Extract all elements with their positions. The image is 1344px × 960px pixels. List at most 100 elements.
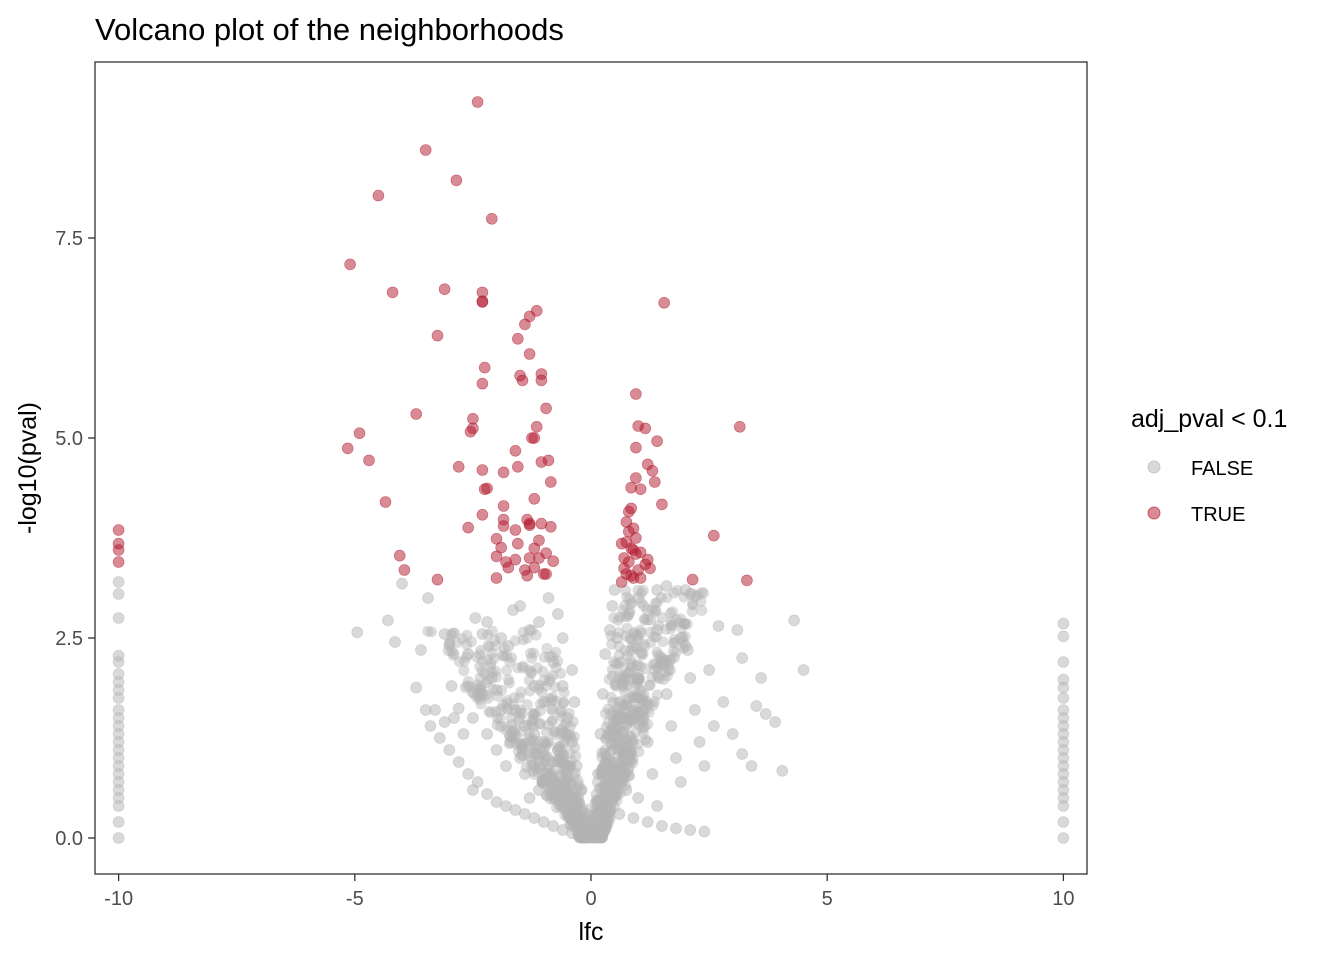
data-point-false	[602, 814, 614, 826]
data-point-false	[515, 737, 527, 749]
data-point-false	[612, 658, 624, 670]
data-point-false	[606, 782, 618, 793]
data-point-false	[633, 692, 645, 704]
data-point-false	[550, 646, 562, 658]
data-point-false	[504, 656, 516, 668]
data-point-false	[476, 655, 488, 667]
data-point-false	[491, 719, 503, 731]
data-point-false	[590, 788, 602, 800]
data-point-false	[565, 788, 576, 800]
data-point-false	[663, 664, 675, 676]
data-point-true	[540, 568, 552, 580]
data-point-false	[624, 593, 635, 605]
data-point-false	[588, 828, 600, 840]
data-point-false	[575, 784, 588, 796]
data-point-false	[612, 785, 624, 797]
data-point-false	[544, 782, 556, 794]
data-point-false	[612, 743, 624, 755]
data-point-false	[528, 647, 539, 659]
data-point-false	[591, 822, 603, 834]
data-point-true	[476, 296, 489, 308]
data-point-false	[476, 665, 488, 677]
data-point-true	[476, 464, 489, 476]
data-point-false	[611, 794, 623, 806]
data-point-false	[561, 802, 573, 814]
data-point-false	[661, 670, 673, 682]
data-point-false	[525, 647, 536, 659]
data-point-false	[509, 704, 522, 716]
data-point-false	[698, 825, 711, 838]
data-point-true	[511, 332, 524, 345]
data-point-false	[586, 832, 598, 844]
data-point-false	[573, 820, 585, 832]
data-point-false	[651, 800, 663, 812]
data-point-false	[528, 728, 541, 740]
data-point-false	[615, 737, 627, 749]
data-point-false	[552, 608, 564, 620]
data-point-false	[495, 704, 508, 716]
data-point-false	[516, 742, 528, 754]
data-point-false	[639, 614, 651, 626]
data-point-false	[632, 792, 645, 804]
data-point-false	[570, 750, 582, 762]
data-point-false	[419, 704, 432, 716]
data-point-false	[600, 803, 612, 814]
data-point-false	[656, 656, 668, 668]
data-point-false	[645, 614, 657, 626]
data-point-false	[614, 695, 626, 707]
chart-title: Volcano plot of the neighborhoods	[95, 12, 564, 47]
data-point-false	[542, 751, 554, 763]
data-point-true	[519, 318, 531, 331]
data-point-false	[545, 703, 557, 715]
data-point-false	[635, 647, 647, 659]
data-point-false	[598, 748, 610, 759]
data-point-false	[612, 762, 624, 774]
data-point-false	[637, 704, 649, 716]
data-point-false	[626, 733, 638, 745]
data-point-false	[631, 692, 643, 704]
data-point-false	[557, 726, 569, 738]
data-point-false	[586, 829, 598, 841]
data-point-false	[679, 618, 691, 630]
data-point-false	[497, 649, 509, 661]
data-point-false	[587, 830, 599, 842]
data-point-false	[521, 699, 533, 711]
data-point-false	[566, 664, 578, 676]
data-point-false	[495, 632, 508, 644]
data-point-false	[665, 720, 678, 732]
data-point-false	[632, 659, 644, 671]
data-point-false	[555, 802, 567, 814]
data-point-true	[646, 464, 659, 477]
data-point-false	[495, 721, 507, 733]
data-point-false	[547, 780, 559, 792]
data-point-false	[481, 616, 493, 628]
data-point-false	[590, 819, 602, 831]
data-point-false	[593, 799, 605, 811]
data-point-false	[584, 831, 596, 842]
data-point-false	[542, 592, 555, 604]
data-point-false	[503, 674, 514, 686]
data-point-false	[602, 769, 613, 781]
data-point-false	[519, 720, 531, 732]
data-point-false	[696, 587, 708, 599]
data-point-true	[648, 476, 661, 488]
data-point-false	[556, 777, 568, 789]
data-point-false	[602, 812, 614, 824]
data-point-false	[590, 826, 602, 838]
legend: adj_pval < 0.1 FALSE TRUE	[1131, 405, 1287, 526]
data-point-false	[598, 801, 610, 813]
data-point-false	[611, 785, 623, 797]
data-point-false	[537, 744, 549, 756]
data-point-false	[1057, 800, 1070, 812]
data-point-false	[635, 660, 647, 672]
data-point-false	[630, 630, 642, 642]
data-point-false	[646, 768, 659, 780]
data-point-false	[600, 760, 612, 772]
data-point-false	[557, 790, 569, 802]
data-point-false	[627, 712, 639, 724]
data-point-false	[623, 743, 635, 755]
data-point-false	[651, 669, 663, 681]
data-point-false	[549, 726, 561, 737]
data-point-false	[517, 634, 529, 646]
data-point-false	[639, 721, 651, 733]
